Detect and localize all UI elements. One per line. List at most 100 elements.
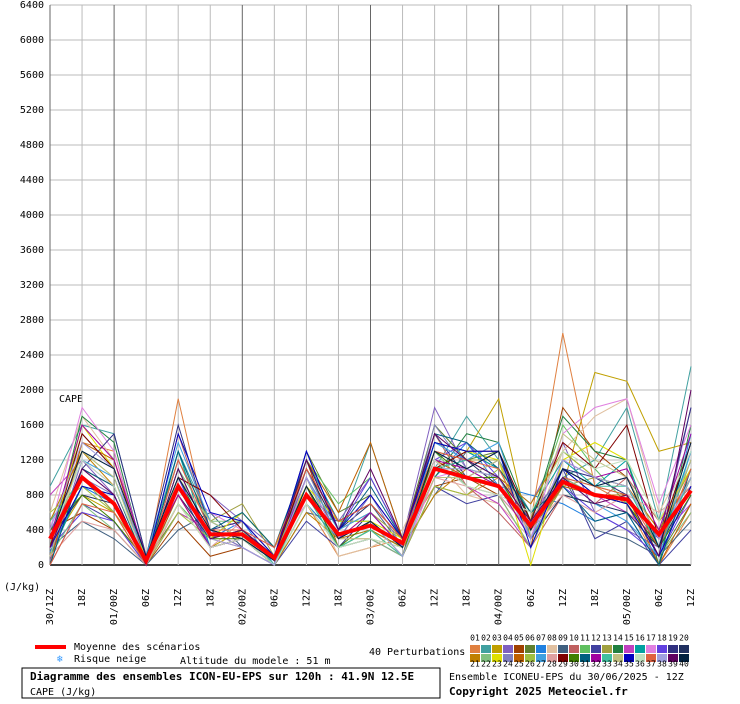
legend-label: 05 — [514, 634, 524, 643]
y-tick-label: 3200 — [20, 280, 44, 291]
x-tick-label: 12Z — [558, 589, 569, 607]
title-box — [21, 667, 441, 699]
legend-label: 35 — [624, 660, 634, 669]
legend-label: 18 — [657, 634, 667, 643]
legend-label: 22 — [481, 660, 491, 669]
legend-swatch — [547, 654, 557, 662]
subtitle: CAPE (J/kg) — [30, 687, 96, 698]
legend-swatch — [613, 654, 623, 662]
snow-icon: ❄ — [57, 654, 64, 665]
legend-swatch — [635, 654, 645, 662]
annotation: CAPE — [59, 394, 83, 405]
x-tick-label: 06Z — [654, 589, 665, 607]
x-tick-label: 12Z — [173, 589, 184, 607]
legend-label: 10 — [569, 634, 579, 643]
legend-swatch — [492, 654, 502, 662]
legend-label: 28 — [547, 660, 557, 669]
legend-swatch — [668, 645, 678, 653]
legend-swatch — [657, 645, 667, 653]
x-tick-label: 18Z — [333, 589, 344, 607]
y-tick-label: 4800 — [20, 140, 44, 151]
x-tick-label: 05/00Z — [622, 589, 633, 625]
x-tick-label: 06Z — [398, 589, 409, 607]
legend-swatch — [470, 645, 480, 653]
legend-label: 19 — [668, 634, 678, 643]
y-tick-label: 4000 — [20, 210, 44, 221]
y-tick-label: 3600 — [20, 245, 44, 256]
legend-label: 17 — [646, 634, 656, 643]
legend-swatch — [470, 654, 480, 662]
legend-swatch — [481, 654, 491, 662]
y-tick-label: 5200 — [20, 105, 44, 116]
legend-label: 16 — [635, 634, 645, 643]
legend-swatch — [536, 645, 546, 653]
legend-swatch — [525, 645, 535, 653]
x-tick-label: 01/00Z — [109, 589, 120, 625]
legend-label: 25 — [514, 660, 524, 669]
legend-swatch — [558, 645, 568, 653]
legend-swatch — [481, 645, 491, 653]
y-tick-label: 2000 — [20, 385, 44, 396]
y-tick-label: 800 — [26, 490, 44, 501]
x-tick-label: 06Z — [269, 589, 280, 607]
legend-swatch — [503, 645, 513, 653]
legend-label: 02 — [481, 634, 491, 643]
x-tick-label: 12Z — [686, 589, 697, 607]
y-tick-label: 4400 — [20, 175, 44, 186]
legend-label: 32 — [591, 660, 601, 669]
run-label: Ensemble ICONEU-EPS du 30/06/2025 - 12Z — [449, 672, 684, 683]
copyright: Copyright 2025 Meteociel.fr — [449, 685, 628, 698]
y-tick-label: 6000 — [20, 35, 44, 46]
y-tick-label: 400 — [26, 525, 44, 536]
legend-label: 39 — [668, 660, 678, 669]
legend-label: 15 — [624, 634, 634, 643]
legend-label: 26 — [525, 660, 535, 669]
y-tick-label: 6400 — [20, 0, 44, 11]
altitude-label: Altitude du modele : 51 m — [180, 656, 331, 667]
legend-swatch — [503, 654, 513, 662]
legend-swatch — [679, 654, 689, 662]
legend-label: 13 — [602, 634, 612, 643]
legend-swatch — [624, 645, 634, 653]
x-tick-label: 03/00Z — [366, 589, 377, 625]
legend-label: 01 — [470, 634, 480, 643]
legend-label: 23 — [492, 660, 502, 669]
legend-label: 40 — [679, 660, 689, 669]
legend-label: 06 — [525, 634, 535, 643]
x-tick-label: 04/00Z — [494, 589, 505, 625]
legend-label: 38 — [657, 660, 667, 669]
legend-swatch — [668, 654, 678, 662]
legend-label: 04 — [503, 634, 513, 643]
legend-label: 09 — [558, 634, 568, 643]
legend-swatch — [624, 654, 634, 662]
x-tick-label: 06Z — [526, 589, 537, 607]
legend-label: 37 — [646, 660, 656, 669]
legend-swatch — [547, 645, 557, 653]
x-tick-label: 02/00Z — [237, 589, 248, 625]
legend-swatch — [591, 645, 601, 653]
legend-label: 14 — [613, 634, 623, 643]
legend-swatch — [613, 645, 623, 653]
mean-line — [48, 466, 693, 566]
perturbations-label: 40 Perturbations — [369, 647, 465, 658]
legend-swatch — [646, 654, 656, 662]
legend-label: 34 — [613, 660, 623, 669]
legend-label: 24 — [503, 660, 513, 669]
legend-label: 03 — [492, 634, 502, 643]
legend-swatch — [558, 654, 568, 662]
series-line — [49, 433, 692, 567]
legend-label: 36 — [635, 660, 645, 669]
snow-label: Risque neige — [74, 654, 146, 665]
legend-swatch — [525, 654, 535, 662]
series-line — [49, 450, 692, 566]
legend-label: Moyenne des scénarios — [74, 641, 200, 653]
legend-label: 20 — [679, 634, 689, 643]
y-tick-label: 5600 — [20, 70, 44, 81]
x-tick-label: 18Z — [77, 589, 88, 607]
x-tick-label: 12Z — [301, 589, 312, 607]
legend-swatch — [602, 645, 612, 653]
legend-label: 31 — [580, 660, 590, 669]
x-tick-label: 18Z — [590, 589, 601, 607]
legend-swatch — [679, 645, 689, 653]
legend-swatch — [580, 645, 590, 653]
